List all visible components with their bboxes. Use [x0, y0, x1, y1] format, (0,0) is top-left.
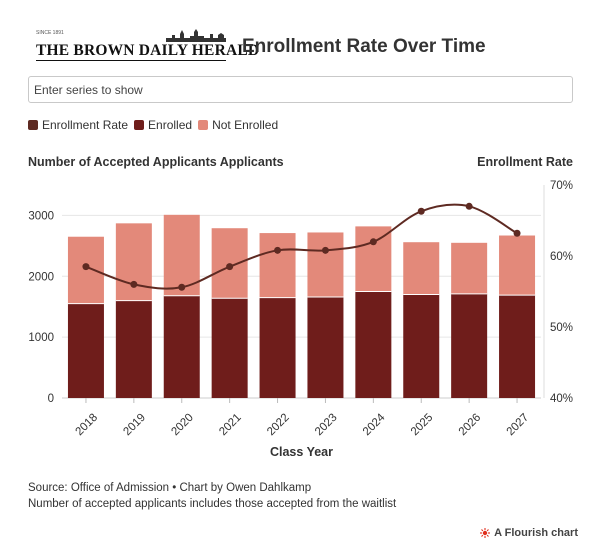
- y-tick-label: 2000: [28, 271, 54, 283]
- flourish-credit-link[interactable]: A Flourish chart: [480, 527, 578, 539]
- bar-not-enrolled: [307, 232, 344, 297]
- bar-enrolled: [403, 294, 440, 398]
- footer: Source: Office of Admission • Chart by O…: [28, 480, 396, 512]
- skyline-icon: [166, 29, 226, 42]
- legend-label: Enrollment Rate: [42, 118, 129, 132]
- x-axis-title: Class Year: [270, 445, 333, 459]
- y-tick-label: 3000: [28, 210, 54, 222]
- enrollment-rate-line: [85, 203, 518, 290]
- x-tick-label: 2021: [217, 412, 244, 439]
- x-tick-label: 2026: [457, 412, 484, 439]
- enrollment-rate-point: [369, 238, 377, 246]
- brown-daily-herald-logo[interactable]: SINCE 1891 THE BROWN DAILY HERALD: [36, 28, 259, 64]
- bar-enrolled: [307, 296, 344, 398]
- bar-not-enrolled: [403, 242, 440, 295]
- enrollment-rate-point: [130, 280, 138, 288]
- flourish-label: A Flourish chart: [494, 527, 578, 539]
- enrollment-rate-point: [465, 202, 473, 210]
- legend-label: Not Enrolled: [212, 118, 279, 132]
- legend-swatch: [134, 120, 145, 130]
- logo-est: SINCE 1891: [36, 30, 64, 36]
- bar-not-enrolled: [115, 223, 152, 301]
- enrollment-rate-point: [178, 283, 186, 291]
- enrollment-rate-point: [321, 246, 329, 254]
- y2-tick-label: 50%: [550, 322, 573, 334]
- source-text: Source: Office of Admission • Chart by O…: [28, 482, 312, 494]
- logo-underline: [36, 60, 226, 61]
- header: SINCE 1891 THE BROWN DAILY HERALD Enroll…: [28, 28, 580, 68]
- enrollment-rate-point: [274, 246, 282, 254]
- x-tick-label: 2025: [409, 412, 436, 439]
- legend-item-not-enrolled[interactable]: Not Enrolled: [198, 118, 278, 132]
- x-tick-label: 2023: [313, 412, 340, 439]
- y2-tick-label: 40%: [550, 393, 573, 405]
- legend-item-enrolled[interactable]: Enrolled: [134, 118, 192, 132]
- bar-not-enrolled: [163, 214, 200, 296]
- bar-not-enrolled: [499, 235, 536, 296]
- x-tick-label: 2027: [505, 412, 532, 439]
- bar-enrolled: [211, 298, 248, 398]
- flourish-icon: [480, 528, 491, 538]
- bar-enrolled: [355, 291, 392, 398]
- bar-not-enrolled: [451, 242, 488, 294]
- bar-enrolled: [451, 293, 488, 398]
- bar-not-enrolled: [259, 233, 296, 298]
- legend-item-enrollment-rate[interactable]: Enrollment Rate: [28, 118, 128, 132]
- bar-not-enrolled: [67, 236, 104, 304]
- bar-enrolled: [115, 300, 152, 398]
- x-tick-label: 2022: [265, 412, 292, 439]
- x-tick-label: 2024: [361, 411, 388, 438]
- enrollment-rate-point: [417, 207, 425, 215]
- y2-tick-label: 60%: [550, 251, 573, 263]
- x-tick-label: 2019: [121, 412, 148, 439]
- y-tick-label: 1000: [28, 332, 54, 344]
- bar-enrolled: [259, 297, 296, 398]
- enrollment-rate-point: [82, 263, 90, 271]
- enrollment-rate-point: [226, 263, 234, 271]
- y2-axis-title: Enrollment Rate: [477, 155, 573, 169]
- chart-title: Enrollment Rate Over Time: [242, 36, 486, 57]
- bar-enrolled: [499, 295, 536, 398]
- bar-enrolled: [163, 295, 200, 398]
- legend-label: Enrolled: [148, 118, 193, 132]
- enrollment-rate-point: [513, 229, 521, 237]
- x-tick-label: 2020: [169, 412, 196, 439]
- y2-tick-label: 70%: [550, 180, 573, 192]
- bar-enrolled: [67, 303, 104, 398]
- legend-swatch: [28, 120, 38, 130]
- x-tick-label: 2018: [74, 412, 101, 439]
- legend: Enrollment Rate Enrolled Not Enrolled: [28, 118, 284, 132]
- bar-not-enrolled: [355, 226, 392, 292]
- y-axis-title: Number of Accepted Applicants Applicants: [28, 155, 284, 169]
- y-tick-label: 0: [48, 393, 54, 405]
- logo-text: THE BROWN DAILY HERALD: [36, 42, 260, 59]
- legend-swatch: [198, 120, 209, 130]
- series-search-input[interactable]: [28, 76, 573, 103]
- footnote-text: Number of accepted applicants includes t…: [28, 498, 397, 510]
